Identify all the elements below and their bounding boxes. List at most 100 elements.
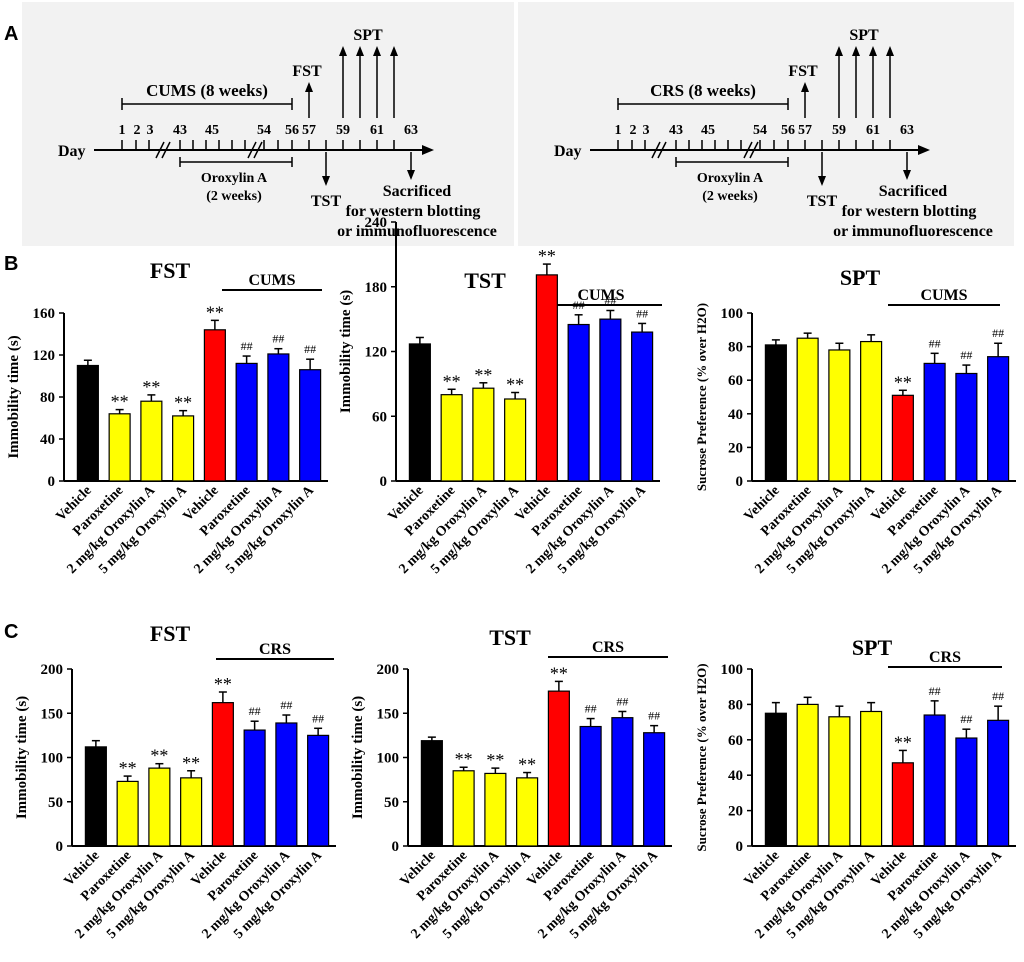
y-tick-label: 200 xyxy=(377,662,400,678)
drug-bracket xyxy=(675,157,789,167)
y-tick-label: 60 xyxy=(728,733,743,749)
spt-arrowhead xyxy=(852,46,860,56)
significance-hashes: ## xyxy=(648,709,660,723)
bar xyxy=(764,712,787,847)
day-number: 2 xyxy=(630,123,637,138)
bar xyxy=(764,344,787,482)
day-number: 2 xyxy=(134,123,141,138)
chart-b-spt: 0 20 40 60 80 100 Sucrose Preference (% over H… xyxy=(694,265,1016,577)
y-tick-label: 20 xyxy=(728,440,743,456)
bar xyxy=(535,274,558,482)
group-label: CRS xyxy=(592,639,624,656)
significance-stars: ** xyxy=(550,663,568,683)
significance-stars: ** xyxy=(182,753,200,773)
tst-arrowhead xyxy=(322,176,330,186)
timeline-background xyxy=(518,2,1014,246)
significance-stars: ** xyxy=(518,755,536,775)
chart-title: FST xyxy=(150,621,191,646)
chart-title: SPT xyxy=(840,265,881,290)
y-tick-label: 0 xyxy=(380,474,388,490)
drug-label: Oroxylin A xyxy=(697,171,764,186)
significance-hashes: ## xyxy=(280,698,292,712)
timeline-arrowhead xyxy=(918,145,930,155)
y-tick-label: 200 xyxy=(41,662,64,678)
axis-break xyxy=(651,141,667,159)
chart-title: TST xyxy=(489,625,531,650)
spt-label: SPT xyxy=(849,27,879,44)
y-tick-label: 20 xyxy=(728,804,743,820)
day-number: 59 xyxy=(832,123,846,138)
significance-hashes: ## xyxy=(992,326,1004,340)
sacrificed-purpose-alt: or immunofluorescence xyxy=(337,223,497,240)
bar xyxy=(516,777,539,847)
tst-label: TST xyxy=(311,193,342,210)
bar xyxy=(203,329,226,482)
y-axis-label: Immobility time (s) xyxy=(350,696,366,819)
significance-hashes: ## xyxy=(312,711,324,725)
spt-arrowhead xyxy=(886,46,894,56)
drug-bracket xyxy=(179,157,293,167)
bar xyxy=(420,740,443,847)
day-number: 57 xyxy=(798,123,812,138)
bar xyxy=(504,398,527,482)
significance-stars: ** xyxy=(474,365,492,385)
sacrificed-purpose-alt: or immunofluorescence xyxy=(833,223,993,240)
day-number: 3 xyxy=(147,123,154,138)
significance-stars: ** xyxy=(174,393,192,413)
significance-hashes: ## xyxy=(249,704,261,718)
y-axis-label: Immobility time (s) xyxy=(6,335,22,458)
day-number: 63 xyxy=(900,123,914,138)
bar xyxy=(211,702,234,847)
significance-hashes: ## xyxy=(960,712,972,726)
tst-label: TST xyxy=(807,193,838,210)
y-tick-label: 0 xyxy=(736,474,744,490)
bar xyxy=(180,777,203,847)
y-tick-label: 0 xyxy=(736,839,744,855)
significance-hashes: ## xyxy=(992,689,1004,703)
bar xyxy=(140,400,163,482)
panel-label-c: C xyxy=(4,621,18,643)
bar xyxy=(547,690,570,847)
y-tick-label: 60 xyxy=(372,409,387,425)
y-tick-label: 0 xyxy=(392,839,400,855)
timeline-background xyxy=(22,2,514,246)
y-tick-label: 80 xyxy=(728,697,743,713)
y-tick-label: 80 xyxy=(728,340,743,356)
spt-arrowhead xyxy=(835,46,843,56)
sacrificed-label: Sacrificed xyxy=(879,183,948,200)
significance-hashes: ## xyxy=(929,336,941,350)
significance-hashes: ## xyxy=(636,306,648,320)
bar xyxy=(955,737,978,847)
y-tick-label: 60 xyxy=(728,373,743,389)
day-number: 43 xyxy=(173,123,187,138)
bar xyxy=(472,387,495,482)
day-number: 54 xyxy=(753,123,767,138)
bar xyxy=(643,732,666,847)
y-tick-label: 50 xyxy=(384,795,399,811)
bar xyxy=(408,343,431,482)
bar xyxy=(891,394,914,482)
sacrifice-arrowhead xyxy=(903,170,911,180)
significance-hashes: ## xyxy=(929,684,941,698)
day-number: 54 xyxy=(257,123,271,138)
spt-arrowhead xyxy=(356,46,364,56)
group-label: CUMS xyxy=(577,287,624,304)
bar xyxy=(452,770,475,847)
panel-label-a: A xyxy=(4,23,18,45)
y-tick-label: 40 xyxy=(728,768,743,784)
y-axis-label: Sucrose Preference (% over H2O) xyxy=(694,663,709,851)
bar xyxy=(923,714,946,847)
bar xyxy=(796,703,819,847)
bar xyxy=(987,719,1010,847)
significance-hashes: ## xyxy=(616,694,628,708)
bar xyxy=(891,762,914,847)
group-label: CUMS xyxy=(248,272,295,289)
y-tick-label: 180 xyxy=(365,280,388,296)
significance-stars: ** xyxy=(206,302,224,322)
y-tick-label: 100 xyxy=(41,751,64,767)
y-tick-label: 100 xyxy=(721,662,744,678)
y-tick-label: 80 xyxy=(40,390,55,406)
day-label: Day xyxy=(58,143,86,160)
